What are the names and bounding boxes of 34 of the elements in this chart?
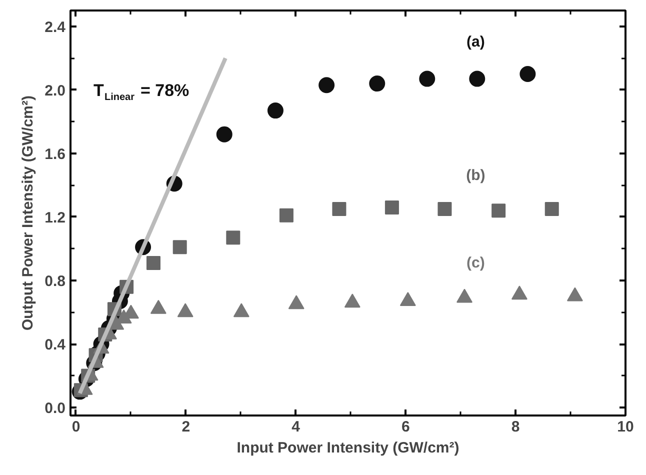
- point: [216, 126, 232, 142]
- x-tick-label: 2: [182, 418, 190, 436]
- y-tick-label: 1.2: [44, 209, 66, 226]
- x-tick-label: 10: [617, 418, 634, 436]
- x-tick-label: 6: [402, 418, 410, 436]
- y-tick-label: 2.0: [44, 82, 66, 100]
- y-tick-label: 0.4: [44, 336, 66, 354]
- y-tick-label: 2.4: [44, 18, 66, 36]
- series-label: (b): [466, 166, 486, 184]
- point: [267, 102, 284, 119]
- point: [384, 200, 399, 214]
- point: [279, 208, 294, 222]
- point: [172, 240, 187, 254]
- point: [492, 204, 506, 218]
- series-label: (a): [466, 34, 485, 51]
- point: [226, 230, 240, 245]
- point: [332, 202, 346, 216]
- point: [369, 76, 386, 92]
- x-axis-title: Input Power Intensity (GW/cm²): [236, 440, 460, 456]
- point: [544, 202, 559, 216]
- y-tick-label: 0.0: [44, 400, 66, 418]
- point: [146, 256, 160, 270]
- x-tick-label: 0: [72, 418, 80, 436]
- point: [419, 70, 436, 87]
- point: [318, 77, 335, 94]
- y-axis-title: Output Power Intensity (GW/cm²): [20, 95, 37, 330]
- point: [438, 202, 452, 216]
- x-tick-label: 4: [292, 418, 301, 436]
- y-tick-label: 0.8: [44, 273, 66, 290]
- series-label: (c): [466, 254, 485, 272]
- point: [520, 66, 536, 82]
- y-tick-label: 1.6: [44, 146, 66, 163]
- x-tick-label: 8: [511, 418, 520, 436]
- point: [469, 70, 486, 87]
